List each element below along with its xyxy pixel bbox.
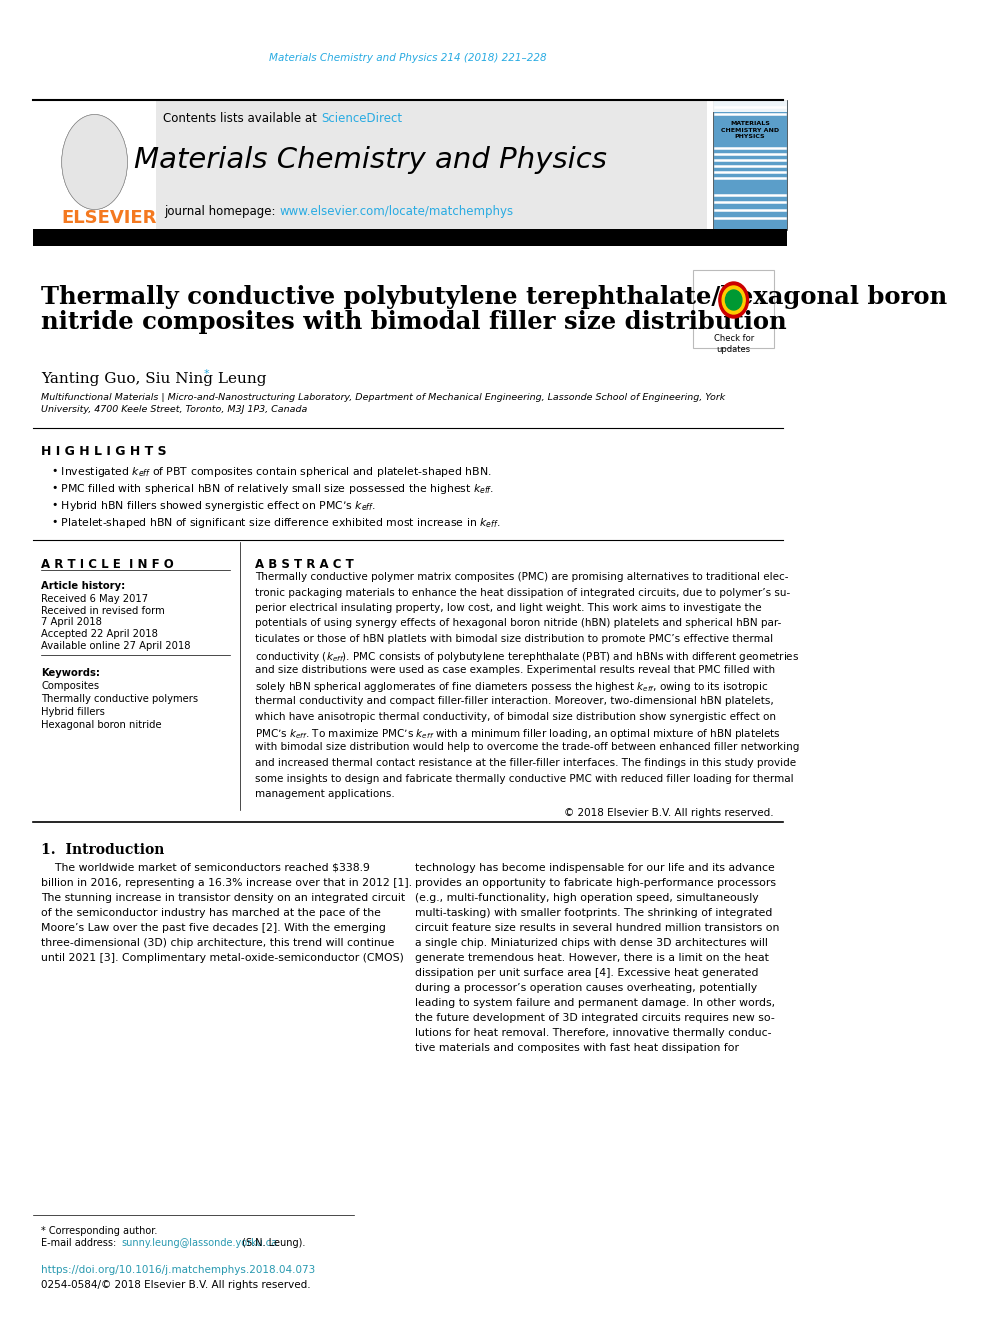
Text: lutions for heat removal. Therefore, innovative thermally conduc-: lutions for heat removal. Therefore, inn… xyxy=(416,1028,772,1039)
Text: billion in 2016, representing a 16.3% increase over that in 2012 [1].: billion in 2016, representing a 16.3% in… xyxy=(41,878,413,888)
Text: Thermally conductive polymers: Thermally conductive polymers xyxy=(41,695,198,704)
Text: perior electrical insulating property, low cost, and light weight. This work aim: perior electrical insulating property, l… xyxy=(255,603,762,613)
Circle shape xyxy=(725,290,742,310)
Text: some insights to design and fabricate thermally conductive PMC with reduced fill: some insights to design and fabricate th… xyxy=(255,774,794,783)
Text: and size distributions were used as case examples. Experimental results reveal t: and size distributions were used as case… xyxy=(255,665,775,675)
Text: © 2018 Elsevier B.V. All rights reserved.: © 2018 Elsevier B.V. All rights reserved… xyxy=(563,808,773,818)
Text: thermal conductivity and compact filler-filler interaction. Moreover, two-dimens: thermal conductivity and compact filler-… xyxy=(255,696,774,706)
Circle shape xyxy=(719,282,749,318)
Text: • Platelet-shaped hBN of significant size difference exhibited most increase in : • Platelet-shaped hBN of significant siz… xyxy=(51,516,500,531)
Text: tronic packaging materials to enhance the heat dissipation of integrated circuit: tronic packaging materials to enhance th… xyxy=(255,587,791,598)
Text: H I G H L I G H T S: H I G H L I G H T S xyxy=(41,445,167,458)
Text: A B S T R A C T: A B S T R A C T xyxy=(255,558,354,572)
Text: provides an opportunity to fabricate high-performance processors: provides an opportunity to fabricate hig… xyxy=(416,878,777,888)
Text: three-dimensional (3D) chip architecture, this trend will continue: three-dimensional (3D) chip architecture… xyxy=(41,938,395,949)
Text: https://doi.org/10.1016/j.matchemphys.2018.04.073: https://doi.org/10.1016/j.matchemphys.20… xyxy=(41,1265,315,1275)
Text: Thermally conductive polybutylene terephthalate/hexagonal boron: Thermally conductive polybutylene tereph… xyxy=(41,284,947,310)
Text: sunny.leung@lassonde.yorku.ca: sunny.leung@lassonde.yorku.ca xyxy=(122,1238,278,1248)
Text: journal homepage:: journal homepage: xyxy=(165,205,280,218)
Text: Keywords:: Keywords: xyxy=(41,668,100,677)
Bar xyxy=(33,101,157,230)
Text: Hexagonal boron nitride: Hexagonal boron nitride xyxy=(41,720,162,730)
Text: (S.N. Leung).: (S.N. Leung). xyxy=(238,1238,305,1248)
Text: E-mail address:: E-mail address: xyxy=(41,1238,119,1248)
Text: • Hybrid hBN fillers showed synergistic effect on PMC’s $k_{eff}$.: • Hybrid hBN fillers showed synergistic … xyxy=(51,499,376,513)
Text: Composites: Composites xyxy=(41,681,99,691)
Text: a single chip. Miniaturized chips with dense 3D architectures will: a single chip. Miniaturized chips with d… xyxy=(416,938,768,949)
Text: A R T I C L E  I N F O: A R T I C L E I N F O xyxy=(41,558,174,572)
Text: leading to system failure and permanent damage. In other words,: leading to system failure and permanent … xyxy=(416,998,776,1008)
Text: Available online 27 April 2018: Available online 27 April 2018 xyxy=(41,642,190,651)
Ellipse shape xyxy=(62,115,128,209)
Text: • Investigated $k_{eff}$ of PBT composites contain spherical and platelet-shaped: • Investigated $k_{eff}$ of PBT composit… xyxy=(51,464,491,479)
Bar xyxy=(33,229,787,246)
Text: Thermally conductive polymer matrix composites (PMC) are promising alternatives : Thermally conductive polymer matrix comp… xyxy=(255,572,789,582)
Text: Received in revised form: Received in revised form xyxy=(41,606,165,617)
Text: Received 6 May 2017: Received 6 May 2017 xyxy=(41,594,148,605)
Text: the future development of 3D integrated circuits requires new so-: the future development of 3D integrated … xyxy=(416,1013,775,1023)
Text: Moore’s Law over the past five decades [2]. With the emerging: Moore’s Law over the past five decades [… xyxy=(41,923,386,933)
Text: circuit feature size results in several hundred million transistors on: circuit feature size results in several … xyxy=(416,923,780,933)
Text: potentials of using synergy effects of hexagonal boron nitride (hBN) platelets a: potentials of using synergy effects of h… xyxy=(255,618,782,628)
Bar xyxy=(693,270,774,348)
Text: PMC’s $k_{eff}$. To maximize PMC’s $k_{eff}$ with a minimum filler loading, an o: PMC’s $k_{eff}$. To maximize PMC’s $k_{e… xyxy=(255,728,781,741)
Text: Multifunctional Materials | Micro-and-Nanostructuring Laboratory, Department of : Multifunctional Materials | Micro-and-Na… xyxy=(41,393,725,414)
Text: ticulates or those of hBN platlets with bimodal size distribution to promote PMC: ticulates or those of hBN platlets with … xyxy=(255,634,773,644)
Text: and increased thermal contact resistance at the filler-filler interfaces. The fi: and increased thermal contact resistance… xyxy=(255,758,797,767)
Text: The stunning increase in transistor density on an integrated circuit: The stunning increase in transistor dens… xyxy=(41,893,406,904)
Text: 0254-0584/© 2018 Elsevier B.V. All rights reserved.: 0254-0584/© 2018 Elsevier B.V. All right… xyxy=(41,1279,310,1290)
Text: • PMC filled with spherical hBN of relatively small size possessed the highest $: • PMC filled with spherical hBN of relat… xyxy=(51,482,494,496)
Bar xyxy=(33,101,707,230)
Text: dissipation per unit surface area [4]. Excessive heat generated: dissipation per unit surface area [4]. E… xyxy=(416,968,759,978)
Text: Materials Chemistry and Physics 214 (2018) 221–228: Materials Chemistry and Physics 214 (201… xyxy=(269,53,547,64)
Text: * Corresponding author.: * Corresponding author. xyxy=(41,1226,158,1236)
Text: Materials Chemistry and Physics: Materials Chemistry and Physics xyxy=(134,146,606,175)
Text: MATERIALS
CHEMISTRY AND
PHYSICS: MATERIALS CHEMISTRY AND PHYSICS xyxy=(721,122,779,139)
Text: Hybrid fillers: Hybrid fillers xyxy=(41,706,105,717)
Text: Check for
updates: Check for updates xyxy=(713,333,754,355)
Circle shape xyxy=(722,286,745,314)
Text: 7 April 2018: 7 April 2018 xyxy=(41,617,102,627)
Text: 1.  Introduction: 1. Introduction xyxy=(41,843,165,857)
Bar xyxy=(713,101,787,230)
Bar xyxy=(713,101,787,112)
Text: Yanting Guo, Siu Ning Leung: Yanting Guo, Siu Ning Leung xyxy=(41,372,267,386)
Text: of the semiconductor industry has marched at the pace of the: of the semiconductor industry has marche… xyxy=(41,908,381,918)
Text: generate tremendous heat. However, there is a limit on the heat: generate tremendous heat. However, there… xyxy=(416,953,769,963)
Text: conductivity ($k_{eff}$). PMC consists of polybutylene terephthalate (PBT) and h: conductivity ($k_{eff}$). PMC consists o… xyxy=(255,650,800,664)
Text: solely hBN spherical agglomerates of fine diameters possess the highest $k_{eff}: solely hBN spherical agglomerates of fin… xyxy=(255,680,769,695)
Text: nitride composites with bimodal filler size distribution: nitride composites with bimodal filler s… xyxy=(41,310,787,333)
Text: *: * xyxy=(204,369,209,378)
Text: multi-tasking) with smaller footprints. The shrinking of integrated: multi-tasking) with smaller footprints. … xyxy=(416,908,773,918)
Text: ScienceDirect: ScienceDirect xyxy=(320,111,402,124)
Text: which have anisotropic thermal conductivity, of bimodal size distribution show s: which have anisotropic thermal conductiv… xyxy=(255,712,776,721)
Text: Contents lists available at: Contents lists available at xyxy=(163,111,320,124)
Text: Accepted 22 April 2018: Accepted 22 April 2018 xyxy=(41,628,158,639)
Text: (e.g., multi-functionality, high operation speed, simultaneously: (e.g., multi-functionality, high operati… xyxy=(416,893,759,904)
Text: management applications.: management applications. xyxy=(255,789,395,799)
Text: technology has become indispensable for our life and its advance: technology has become indispensable for … xyxy=(416,863,775,873)
Text: Article history:: Article history: xyxy=(41,581,125,591)
Text: until 2021 [3]. Complimentary metal-oxide-semiconductor (CMOS): until 2021 [3]. Complimentary metal-oxid… xyxy=(41,953,404,963)
Text: during a processor’s operation causes overheating, potentially: during a processor’s operation causes ov… xyxy=(416,983,758,994)
Text: tive materials and composites with fast heat dissipation for: tive materials and composites with fast … xyxy=(416,1043,739,1053)
Text: with bimodal size distribution would help to overcome the trade-off between enha: with bimodal size distribution would hel… xyxy=(255,742,800,753)
Text: ELSEVIER: ELSEVIER xyxy=(62,209,157,228)
Text: The worldwide market of semiconductors reached \$338.9: The worldwide market of semiconductors r… xyxy=(41,863,370,873)
Text: www.elsevier.com/locate/matchemphys: www.elsevier.com/locate/matchemphys xyxy=(280,205,514,218)
